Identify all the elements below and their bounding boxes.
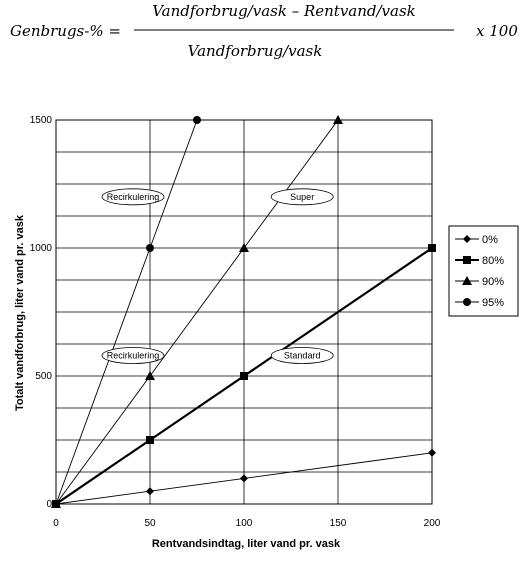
data-point — [146, 487, 154, 496]
series-line — [56, 247, 432, 504]
annotation-label: Recirkulering — [107, 351, 160, 361]
legend-label: 90% — [482, 276, 504, 288]
formula-numerator: Vandforbrug/vask – Rentvand/vask — [152, 2, 416, 20]
x-axis-title: Rentvandsindtag, liter vand pr. vask — [152, 538, 341, 550]
data-point — [193, 116, 201, 124]
data-point — [428, 448, 436, 457]
legend-item: 90% — [455, 276, 504, 288]
data-point — [146, 436, 154, 444]
data-point — [333, 115, 343, 124]
annotation-ellipse — [270, 188, 334, 206]
data-point — [240, 372, 248, 380]
plot-area: 0 50 100 150 200 0 500 1000 1500 Recirkulering Sup… — [30, 115, 441, 529]
series-95pct — [52, 116, 201, 508]
legend-marker — [463, 298, 471, 306]
y-axis-title: Totalt vandforbrug, liter vand pr. vask — [14, 214, 26, 411]
series-90pct — [51, 115, 343, 508]
legend-box — [448, 225, 519, 317]
legend-marker — [463, 235, 471, 243]
legend-item: 95% — [455, 297, 504, 309]
legend-label: 0% — [482, 234, 498, 246]
x-tick-label: 0 — [53, 518, 59, 529]
legend-label: 80% — [482, 255, 504, 267]
annotation-label: Recirkulering — [107, 192, 160, 202]
annotation-label: Standard — [284, 351, 321, 361]
formula: Genbrugs-% = Vandforbrug/vask – Rentvand… — [10, 2, 518, 60]
legend-label: 95% — [482, 297, 504, 309]
series-line — [56, 120, 339, 504]
annotation-ellipse — [270, 347, 334, 364]
x-tick-label: 50 — [144, 518, 156, 529]
formula-multiplier: x 100 — [476, 22, 518, 40]
annotation-ellipse — [101, 188, 165, 206]
annotation-ellipse — [101, 347, 165, 364]
x-tick-label: 200 — [424, 518, 441, 529]
annotation-label: Super — [290, 192, 314, 202]
data-point — [239, 243, 249, 252]
y-tick-label: 1000 — [30, 243, 53, 254]
x-tick-label: 150 — [330, 518, 347, 529]
plot-frame — [55, 119, 433, 505]
y-tick-label: 0 — [46, 499, 52, 510]
data-point — [146, 244, 154, 252]
legend-marker — [462, 276, 472, 285]
legend-marker — [463, 256, 471, 264]
legend: 0% 80% 90% 95% — [448, 225, 519, 317]
data-point — [428, 244, 436, 252]
data-point — [52, 500, 60, 508]
series-line — [56, 452, 432, 504]
formula-lhs: Genbrugs-% = — [10, 22, 121, 40]
y-tick-label: 500 — [35, 371, 52, 382]
data-point — [240, 474, 248, 483]
legend-item: 80% — [455, 255, 504, 267]
formula-denominator: Vandforbrug/vask — [188, 42, 323, 60]
legend-item: 0% — [455, 234, 498, 246]
y-tick-label: 1500 — [30, 115, 53, 126]
data-point — [145, 371, 155, 380]
x-tick-label: 100 — [236, 518, 253, 529]
